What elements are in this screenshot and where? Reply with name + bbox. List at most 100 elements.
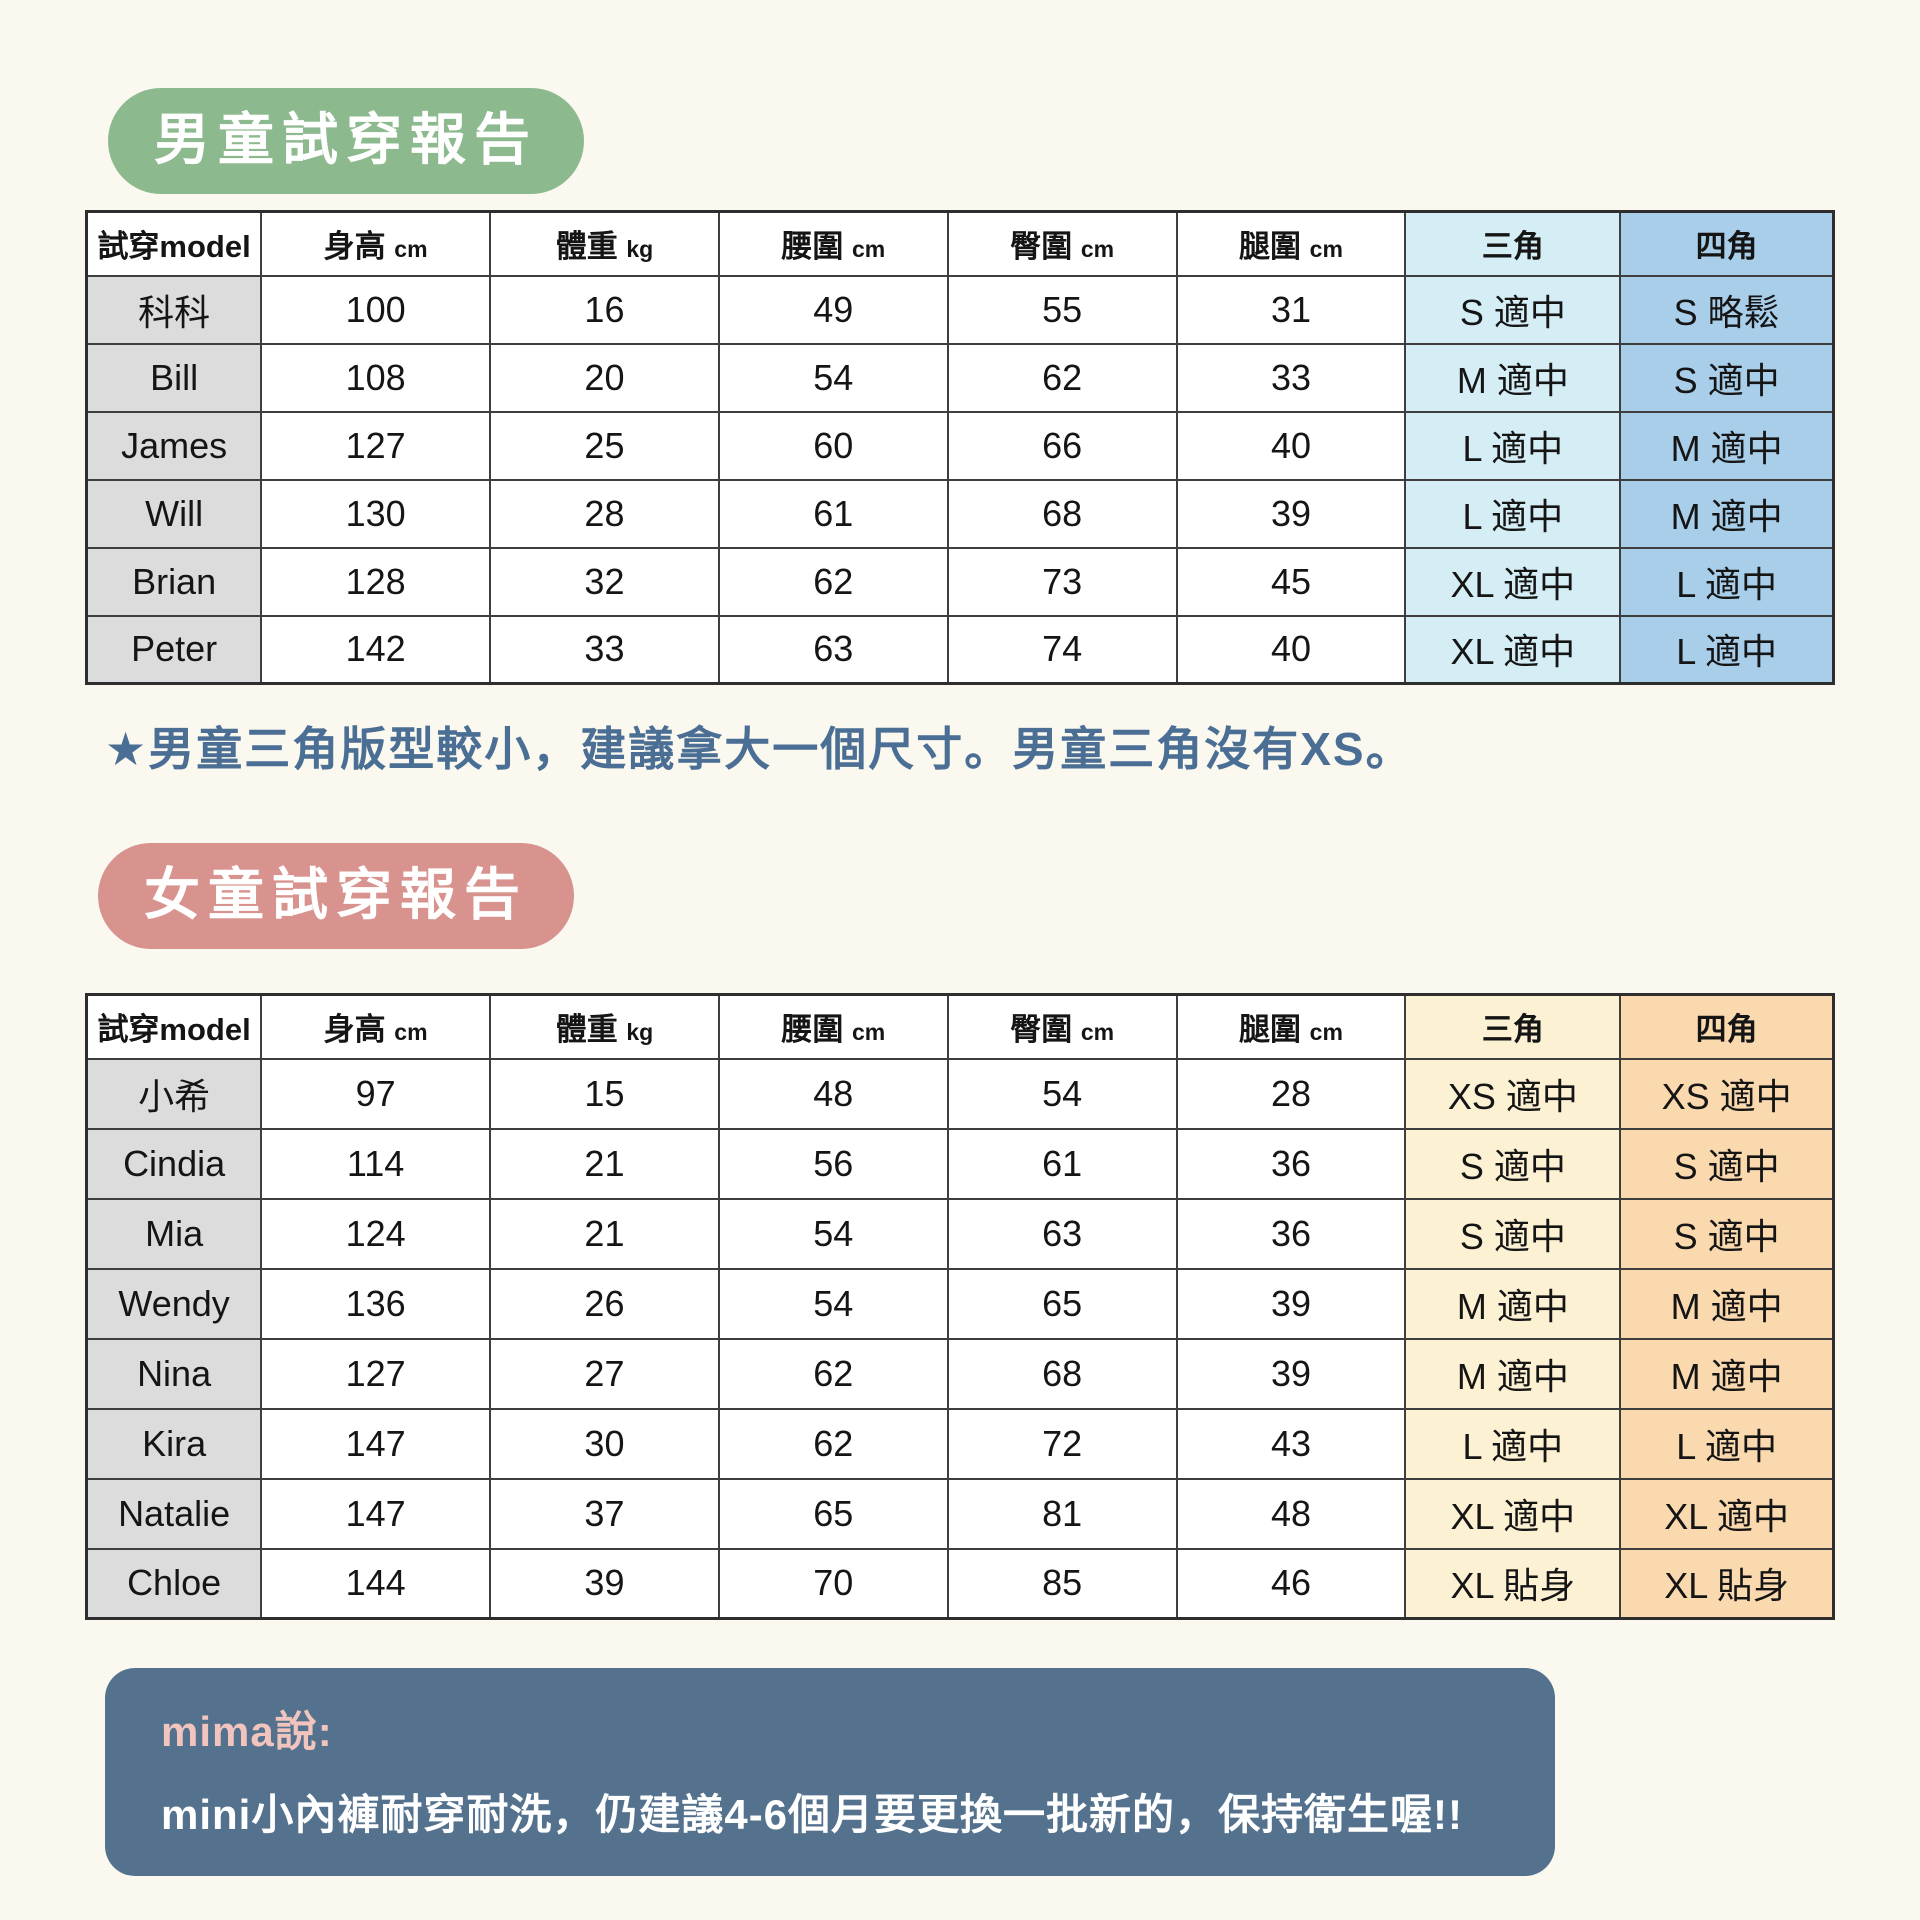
height-cell: 124 [260, 1197, 492, 1270]
hip-cell: 68 [946, 1337, 1178, 1410]
model-name-cell: Peter [85, 614, 263, 685]
table-row: Bill 108 20 54 62 33 M 適中 S 適中 [85, 342, 1835, 413]
header-row: 試穿model 身高 cm 體重 kg 腰圍 cm 臀圍 cm 腿圍 cm 三角… [85, 993, 1835, 1060]
boys-sizing-note: ★男童三角版型較小，建議拿大一個尺寸。男童三角沒有XS。 [105, 723, 1414, 775]
model-name-cell: 科科 [85, 274, 263, 345]
header-weight: 體重 kg [489, 993, 720, 1060]
triangle-size-cell: L 適中 [1404, 478, 1622, 549]
boys-section-badge: 男童試穿報告 [108, 88, 584, 194]
triangle-size-cell: XL 適中 [1404, 546, 1622, 617]
thigh-cell: 46 [1175, 1547, 1407, 1620]
table-row: Cindia 114 21 56 61 36 S 適中 S 適中 [85, 1127, 1835, 1200]
header-row: 試穿model 身高 cm 體重 kg 腰圍 cm 臀圍 cm 腿圍 cm 三角… [85, 210, 1835, 277]
mima-speaker-label: mima說: [161, 1708, 333, 1755]
thigh-cell: 28 [1175, 1057, 1407, 1130]
thigh-cell: 36 [1175, 1197, 1407, 1270]
waist-cell: 62 [717, 1407, 949, 1480]
header-hip: 臀圍 cm [946, 210, 1178, 277]
thigh-cell: 40 [1175, 614, 1407, 685]
waist-cell: 60 [717, 410, 949, 481]
height-cell: 142 [260, 614, 492, 685]
waist-cell: 56 [717, 1127, 949, 1200]
header-boxer: 四角 [1619, 210, 1835, 277]
hip-cell: 73 [946, 546, 1178, 617]
triangle-size-cell: S 適中 [1404, 1197, 1622, 1270]
model-name-cell: Natalie [85, 1477, 263, 1550]
model-name-cell: Bill [85, 342, 263, 413]
table-row: Peter 142 33 63 74 40 XL 適中 L 適中 [85, 614, 1835, 685]
boxer-size-cell: S 略鬆 [1619, 274, 1835, 345]
table-row: Mia 124 21 54 63 36 S 適中 S 適中 [85, 1197, 1835, 1270]
triangle-size-cell: M 適中 [1404, 1337, 1622, 1410]
height-cell: 97 [260, 1057, 492, 1130]
weight-cell: 25 [489, 410, 720, 481]
model-name-cell: James [85, 410, 263, 481]
weight-cell: 37 [489, 1477, 720, 1550]
triangle-size-cell: XL 貼身 [1404, 1547, 1622, 1620]
triangle-size-cell: L 適中 [1404, 410, 1622, 481]
table-row: Natalie 147 37 65 81 48 XL 適中 XL 適中 [85, 1477, 1835, 1550]
boxer-size-cell: S 適中 [1619, 1197, 1835, 1270]
weight-cell: 33 [489, 614, 720, 685]
hip-cell: 63 [946, 1197, 1178, 1270]
height-cell: 136 [260, 1267, 492, 1340]
hip-cell: 68 [946, 478, 1178, 549]
hip-cell: 54 [946, 1057, 1178, 1130]
height-cell: 147 [260, 1407, 492, 1480]
waist-cell: 63 [717, 614, 949, 685]
boxer-size-cell: M 適中 [1619, 410, 1835, 481]
waist-cell: 62 [717, 546, 949, 617]
boxer-size-cell: S 適中 [1619, 342, 1835, 413]
boxer-size-cell: M 適中 [1619, 1337, 1835, 1410]
thigh-cell: 40 [1175, 410, 1407, 481]
triangle-size-cell: XS 適中 [1404, 1057, 1622, 1130]
waist-cell: 48 [717, 1057, 949, 1130]
boxer-size-cell: XL 貼身 [1619, 1547, 1835, 1620]
thigh-cell: 43 [1175, 1407, 1407, 1480]
waist-cell: 54 [717, 1267, 949, 1340]
waist-cell: 54 [717, 1197, 949, 1270]
weight-cell: 30 [489, 1407, 720, 1480]
hip-cell: 66 [946, 410, 1178, 481]
triangle-size-cell: L 適中 [1404, 1407, 1622, 1480]
model-name-cell: Brian [85, 546, 263, 617]
thigh-cell: 39 [1175, 1267, 1407, 1340]
weight-cell: 15 [489, 1057, 720, 1130]
boxer-size-cell: L 適中 [1619, 546, 1835, 617]
table-row: Brian 128 32 62 73 45 XL 適中 L 適中 [85, 546, 1835, 617]
header-waist: 腰圍 cm [717, 210, 949, 277]
triangle-size-cell: S 適中 [1404, 1127, 1622, 1200]
table-row: James 127 25 60 66 40 L 適中 M 適中 [85, 410, 1835, 481]
model-name-cell: Nina [85, 1337, 263, 1410]
model-name-cell: Kira [85, 1407, 263, 1480]
table-row: Wendy 136 26 54 65 39 M 適中 M 適中 [85, 1267, 1835, 1340]
waist-cell: 62 [717, 1337, 949, 1410]
header-model: 試穿model [85, 993, 263, 1060]
hip-cell: 85 [946, 1547, 1178, 1620]
height-cell: 127 [260, 410, 492, 481]
header-height: 身高 cm [260, 210, 492, 277]
hip-cell: 61 [946, 1127, 1178, 1200]
table-row: Chloe 144 39 70 85 46 XL 貼身 XL 貼身 [85, 1547, 1835, 1620]
boxer-size-cell: S 適中 [1619, 1127, 1835, 1200]
header-waist: 腰圍 cm [717, 993, 949, 1060]
weight-cell: 21 [489, 1127, 720, 1200]
boxer-size-cell: XS 適中 [1619, 1057, 1835, 1130]
boxer-size-cell: XL 適中 [1619, 1477, 1835, 1550]
triangle-size-cell: XL 適中 [1404, 614, 1622, 685]
model-name-cell: Mia [85, 1197, 263, 1270]
model-name-cell: Will [85, 478, 263, 549]
waist-cell: 49 [717, 274, 949, 345]
girls-table-header: 試穿model 身高 cm 體重 kg 腰圍 cm 臀圍 cm 腿圍 cm 三角… [85, 993, 1835, 1060]
weight-cell: 26 [489, 1267, 720, 1340]
boys-fitting-table: 試穿model 身高 cm 體重 kg 腰圍 cm 臀圍 cm 腿圍 cm 三角… [85, 210, 1835, 685]
model-name-cell: Cindia [85, 1127, 263, 1200]
waist-cell: 65 [717, 1477, 949, 1550]
thigh-cell: 48 [1175, 1477, 1407, 1550]
hip-cell: 62 [946, 342, 1178, 413]
table-row: 小希 97 15 48 54 28 XS 適中 XS 適中 [85, 1057, 1835, 1130]
table-row: 科科 100 16 49 55 31 S 適中 S 略鬆 [85, 274, 1835, 345]
waist-cell: 61 [717, 478, 949, 549]
thigh-cell: 31 [1175, 274, 1407, 345]
